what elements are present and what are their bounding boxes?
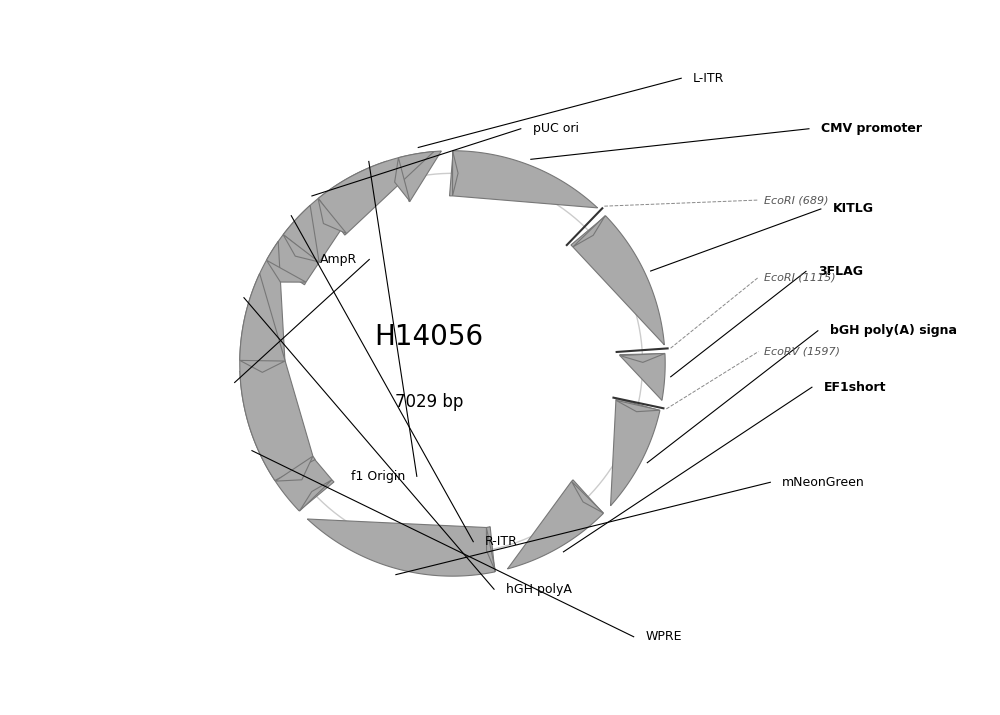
Text: EcoRV (1597): EcoRV (1597) (764, 347, 840, 357)
Text: EF1short: EF1short (824, 380, 886, 394)
Polygon shape (275, 456, 313, 481)
Polygon shape (240, 371, 334, 511)
Text: f1 Origin: f1 Origin (351, 470, 405, 483)
Text: KITLG: KITLG (833, 202, 874, 215)
Text: 7029 bp: 7029 bp (395, 393, 463, 411)
Polygon shape (318, 199, 347, 234)
Polygon shape (266, 260, 306, 282)
Polygon shape (573, 215, 605, 247)
Text: pUC ori: pUC ori (533, 122, 579, 135)
Polygon shape (318, 152, 434, 235)
Text: R-ITR: R-ITR (485, 536, 518, 548)
Text: EcoRI (689): EcoRI (689) (764, 195, 829, 205)
Text: mNeonGreen: mNeonGreen (782, 475, 865, 489)
Polygon shape (240, 360, 285, 373)
Polygon shape (283, 205, 319, 262)
Polygon shape (240, 242, 285, 363)
Polygon shape (240, 274, 315, 480)
Text: hGH polyA: hGH polyA (506, 583, 572, 596)
Text: bGH poly(A) signa: bGH poly(A) signa (830, 325, 957, 337)
Polygon shape (283, 235, 319, 262)
Polygon shape (620, 354, 665, 400)
Text: L-ITR: L-ITR (693, 72, 724, 85)
Text: WPRE: WPRE (646, 630, 682, 644)
Polygon shape (450, 151, 598, 208)
Text: AmpR: AmpR (320, 253, 357, 266)
Polygon shape (307, 519, 495, 576)
Text: 3FLAG: 3FLAG (818, 265, 863, 278)
Text: H14056: H14056 (374, 322, 483, 350)
Polygon shape (508, 480, 603, 569)
Polygon shape (395, 158, 410, 202)
Polygon shape (453, 151, 458, 196)
Polygon shape (486, 528, 496, 572)
Polygon shape (299, 480, 332, 511)
Polygon shape (611, 398, 660, 506)
Polygon shape (399, 151, 441, 202)
Polygon shape (616, 400, 660, 412)
Text: CMV promoter: CMV promoter (821, 122, 922, 135)
Polygon shape (267, 161, 387, 285)
Polygon shape (620, 353, 665, 363)
Polygon shape (572, 481, 604, 513)
Polygon shape (571, 216, 664, 345)
Text: EcoRI (1115): EcoRI (1115) (764, 272, 836, 282)
